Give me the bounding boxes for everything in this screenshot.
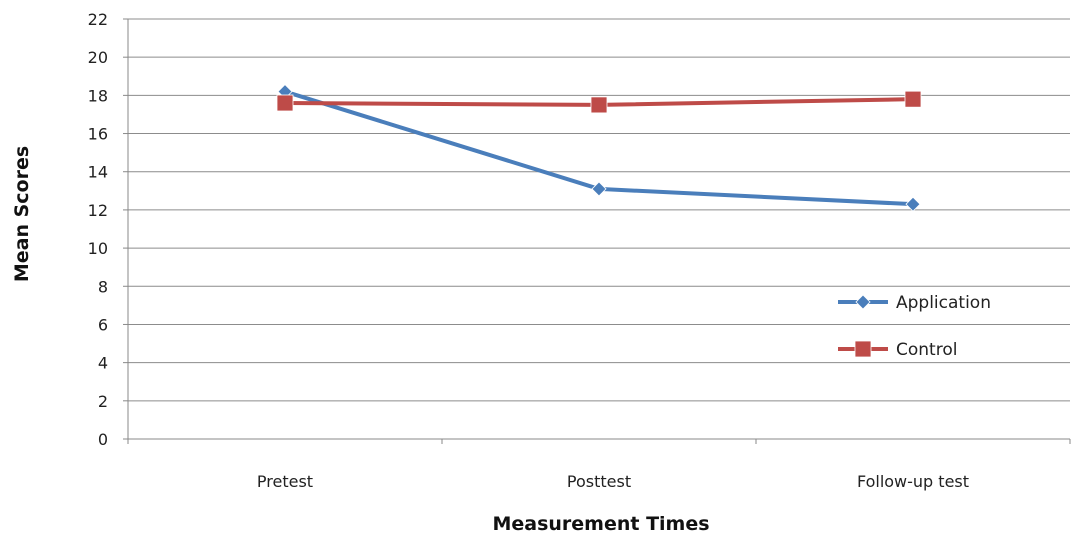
y-tick-label: 18: [88, 86, 108, 105]
x-tick-label: Pretest: [257, 472, 313, 491]
y-tick-label: 14: [88, 163, 108, 182]
data-point-diamond: [905, 196, 921, 212]
y-tick-labels: 0 2 4 6 8 10 12 14 16 18 20 22: [88, 10, 108, 449]
series-lines: [276, 83, 922, 212]
y-tick-label: 6: [98, 315, 108, 334]
x-tick-label: Posttest: [567, 472, 631, 491]
legend-label: Application: [896, 293, 991, 313]
x-tick-label: Follow-up test: [857, 472, 969, 491]
y-tick-label: 4: [98, 354, 108, 373]
y-tick-label: 16: [88, 125, 108, 144]
y-tick-label: 20: [88, 48, 108, 67]
data-point-square: [276, 94, 294, 112]
y-tick-label: 8: [98, 277, 108, 296]
legend-label: Control: [896, 340, 957, 360]
y-tick-label: 2: [98, 392, 108, 411]
gridlines: [123, 18, 1071, 444]
y-tick-label: 10: [88, 239, 108, 258]
y-tick-label: 22: [88, 10, 108, 29]
y-tick-label: 12: [88, 201, 108, 220]
legend: Application Control: [838, 293, 991, 360]
data-point-diamond: [855, 294, 871, 310]
x-axis-title: Measurement Times: [492, 513, 709, 535]
axes: [127, 19, 1070, 440]
data-point-diamond: [591, 181, 607, 197]
data-point-square: [904, 90, 922, 108]
data-point-square: [854, 340, 872, 358]
data-point-square: [590, 96, 608, 114]
y-axis-title: Mean Scores: [11, 146, 33, 282]
x-tick-labels: Pretest Posttest Follow-up test: [257, 472, 969, 491]
y-tick-label: 0: [98, 430, 108, 449]
